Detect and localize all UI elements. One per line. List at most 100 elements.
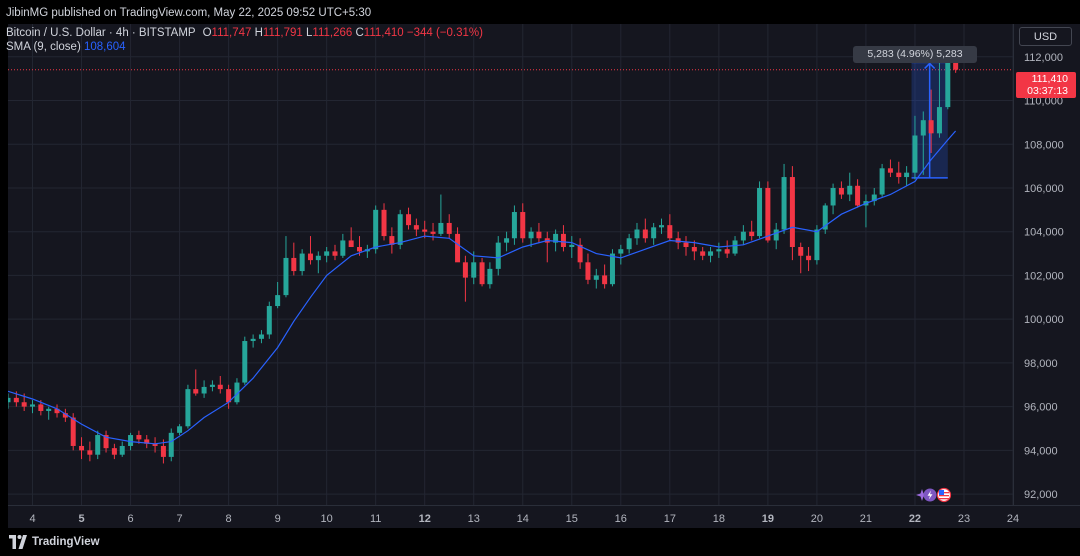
time-tick-label: 20 xyxy=(811,513,823,525)
time-tick-label: 9 xyxy=(275,513,281,525)
candle xyxy=(438,194,444,237)
sma-label[interactable]: SMA (9, close) xyxy=(6,41,81,53)
candle xyxy=(495,236,501,276)
candle xyxy=(749,220,755,241)
us-flag-icon[interactable] xyxy=(936,487,952,503)
candle xyxy=(406,207,412,230)
chart-pane[interactable] xyxy=(8,24,1013,505)
candle-body xyxy=(651,227,657,239)
candle-body xyxy=(258,334,264,339)
time-tick-label: 16 xyxy=(615,513,627,525)
candle xyxy=(838,181,844,199)
candle xyxy=(798,242,804,274)
price-tick-label: 110,000 xyxy=(1024,96,1063,108)
candle-body xyxy=(430,231,436,234)
candle xyxy=(585,253,591,285)
candle xyxy=(504,231,510,252)
candle xyxy=(119,441,125,457)
candle-body xyxy=(87,450,93,455)
time-tick-label: 18 xyxy=(713,513,725,525)
candle xyxy=(389,227,395,254)
candle xyxy=(683,236,689,256)
candle-body xyxy=(920,120,926,136)
sparkle-icon[interactable] xyxy=(916,489,928,501)
candle-body xyxy=(855,185,861,206)
price-tick-label: 102,000 xyxy=(1024,270,1064,282)
price-tick-label: 112,000 xyxy=(1024,52,1063,64)
close-value: 111,410 xyxy=(363,27,404,39)
candle-body xyxy=(446,222,452,234)
candle xyxy=(626,233,632,254)
tradingview-logo-icon[interactable] xyxy=(8,535,28,549)
candle xyxy=(569,236,575,258)
candle xyxy=(577,238,583,269)
candle-body xyxy=(487,268,493,285)
candle-body xyxy=(111,448,117,455)
candle xyxy=(863,194,869,228)
publish-info: JibinMG published on TradingView.com, Ma… xyxy=(0,0,1080,26)
candle-body xyxy=(675,238,681,243)
candle-body xyxy=(553,233,559,243)
price-axis-svg[interactable]: 92,000 94,000 96,000 98,000 100,000 102,000 10… xyxy=(1014,24,1080,505)
published-text: JibinMG published on TradingView.com, Ma… xyxy=(6,7,372,19)
time-tick-label: 5 xyxy=(78,513,84,525)
candle xyxy=(675,231,681,250)
last-price-value: 111,410 xyxy=(1031,73,1068,85)
time-tick-label: 10 xyxy=(321,513,333,525)
candle-body xyxy=(716,249,722,252)
candle-body xyxy=(357,247,363,252)
candle xyxy=(430,222,436,241)
candle xyxy=(299,249,305,276)
candle-body xyxy=(79,445,85,451)
candle xyxy=(618,244,624,265)
candle-body xyxy=(315,255,321,261)
measure-label: 5,283 (4.96%) 5,283 xyxy=(853,46,977,63)
candle xyxy=(160,439,166,464)
candle xyxy=(209,380,215,392)
candle-body xyxy=(732,240,738,254)
candle xyxy=(54,404,60,418)
candle xyxy=(413,218,419,237)
candle-body xyxy=(789,177,795,248)
time-axis-svg[interactable]: 4 5 6 7 8 9 10 11 12 13 14 15 16 17 18 19 20 21 22 23 24 xyxy=(8,506,1080,529)
candle-body xyxy=(871,194,877,202)
candle xyxy=(740,225,746,245)
candle xyxy=(234,378,240,405)
candle xyxy=(642,218,648,243)
candle xyxy=(593,268,599,289)
candle-body xyxy=(136,435,142,440)
low-label: L xyxy=(306,27,313,39)
time-tick-label: 4 xyxy=(29,513,35,525)
candle-body xyxy=(945,62,951,108)
candle-body xyxy=(13,397,19,403)
time-tick-label: 15 xyxy=(566,513,578,525)
candle-body xyxy=(953,62,959,70)
candle-body xyxy=(609,253,615,285)
candle xyxy=(912,115,918,180)
candle xyxy=(462,255,468,302)
time-axis[interactable]: 4 5 6 7 8 9 10 11 12 13 14 15 16 17 18 19 20 21 22 23 24 xyxy=(8,505,1080,528)
time-tick-label: 13 xyxy=(468,513,480,525)
candle-body xyxy=(847,185,853,195)
candle-body xyxy=(160,445,166,457)
candle xyxy=(896,161,902,184)
change-value: −344 (−0.31%) xyxy=(406,27,483,39)
symbol-name[interactable]: Bitcoin / U.S. Dollar · 4h · BITSTAMP xyxy=(6,27,196,39)
event-icons[interactable] xyxy=(916,487,956,503)
candle-body xyxy=(340,240,346,256)
candle-body xyxy=(830,187,836,206)
bar-countdown: 03:37:13 xyxy=(1027,85,1068,97)
chart-svg[interactable] xyxy=(8,24,1013,505)
footer-brand[interactable]: TradingView xyxy=(32,536,100,548)
lightning-icon[interactable] xyxy=(923,488,937,502)
candle xyxy=(364,244,370,258)
candle-body xyxy=(128,435,134,446)
candle-body xyxy=(773,229,779,241)
candle xyxy=(136,430,142,444)
price-axis[interactable]: 92,000 94,000 96,000 98,000 100,000 102,000 10… xyxy=(1013,24,1080,505)
low-value: 111,266 xyxy=(312,27,353,39)
candle-body xyxy=(520,212,526,239)
candle-body xyxy=(266,306,272,335)
candle-body xyxy=(70,417,76,446)
currency-button[interactable]: USD xyxy=(1019,27,1072,46)
